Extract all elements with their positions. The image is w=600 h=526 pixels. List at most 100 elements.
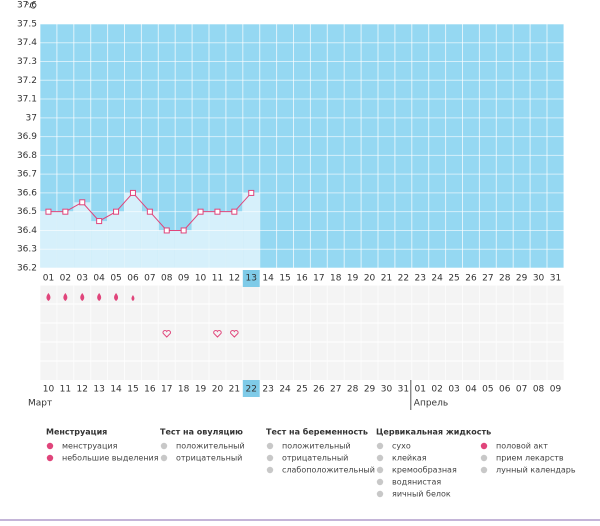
date-label: 24 xyxy=(279,385,291,395)
date-label: 12 xyxy=(77,385,88,395)
point xyxy=(146,208,153,215)
bar xyxy=(209,211,226,268)
y-tick-label: 36.6 xyxy=(17,188,37,198)
x-tick-label: 10 xyxy=(195,274,207,284)
legend-title: Цервикальная жидкость xyxy=(376,428,491,437)
date-label: 16 xyxy=(144,385,156,395)
bar xyxy=(40,211,57,268)
menstruation-icon xyxy=(46,293,51,301)
y-tick-label: 37.4 xyxy=(17,38,37,48)
legend-item: отрицательный xyxy=(176,454,242,463)
x-tick-label: 23 xyxy=(415,274,426,284)
date-label: 19 xyxy=(195,385,207,395)
legend-icon xyxy=(160,454,168,462)
x-tick-label: 17 xyxy=(313,274,324,284)
month-label: Март xyxy=(28,399,52,409)
heart-icon xyxy=(230,330,239,338)
date-label: 25 xyxy=(296,385,307,395)
legend-icon xyxy=(376,466,384,474)
legend-item: кремообразная xyxy=(392,466,457,475)
bar xyxy=(91,221,108,268)
x-tick-label: 09 xyxy=(178,274,190,284)
x-tick-label: 18 xyxy=(330,274,342,284)
legend-item: положительный xyxy=(176,442,245,451)
x-tick-label: 04 xyxy=(93,274,105,284)
point xyxy=(231,208,238,215)
legend-icon xyxy=(480,454,488,462)
legend-icon xyxy=(376,442,384,450)
y-tick-label: 37.5 xyxy=(17,19,37,29)
legend-item: лунный календарь xyxy=(496,466,576,475)
date-label: 10 xyxy=(43,385,55,395)
unit-label: °C xyxy=(25,2,36,12)
x-tick-label: 25 xyxy=(448,274,459,284)
x-tick-label: 12 xyxy=(229,274,240,284)
spotting-icon xyxy=(131,295,135,301)
date-label: 22 xyxy=(246,385,257,395)
legend-item: прием лекарств xyxy=(496,454,564,463)
legend-icon xyxy=(46,442,54,450)
date-label: 14 xyxy=(110,385,122,395)
y-tick-label: 36.5 xyxy=(17,207,37,217)
y-tick-label: 36.3 xyxy=(17,245,37,255)
x-tick-label: 29 xyxy=(516,274,528,284)
month-label: Апрель xyxy=(414,399,448,409)
date-label: 02 xyxy=(431,385,442,395)
point xyxy=(45,208,52,215)
x-tick-label: 19 xyxy=(347,274,359,284)
x-tick-label: 24 xyxy=(431,274,443,284)
x-tick-label: 31 xyxy=(550,274,561,284)
date-label: 23 xyxy=(262,385,273,395)
y-tick-label: 37.3 xyxy=(17,57,37,67)
x-tick-label: 06 xyxy=(127,274,139,284)
bar xyxy=(141,211,158,268)
legend-item: положительный xyxy=(282,442,351,451)
date-label: 26 xyxy=(313,385,325,395)
heart-icon xyxy=(213,330,222,338)
legend-title: Менструация xyxy=(46,428,107,437)
y-tick-label: 36.7 xyxy=(17,170,37,180)
x-tick-label: 14 xyxy=(262,274,274,284)
point xyxy=(214,208,221,215)
symbol-area xyxy=(40,285,564,380)
x-tick-label: 20 xyxy=(364,274,376,284)
legend-item: менструация xyxy=(62,442,118,451)
date-label: 17 xyxy=(161,385,172,395)
point xyxy=(197,208,204,215)
x-tick-label: 22 xyxy=(398,274,409,284)
bar xyxy=(74,202,91,268)
x-tick-label: 21 xyxy=(381,274,392,284)
y-tick-label: 37.6 xyxy=(17,1,37,11)
x-tick-label: 03 xyxy=(77,274,88,284)
bar xyxy=(57,211,74,268)
y-tick-label: 37.1 xyxy=(17,95,37,105)
x-tick-label: 28 xyxy=(499,274,511,284)
x-tick-label: 11 xyxy=(212,274,223,284)
legend-item: клейкая xyxy=(392,454,427,463)
date-label: 01 xyxy=(415,385,426,395)
legend-icon xyxy=(376,490,384,498)
point xyxy=(113,208,120,215)
date-label: 28 xyxy=(347,385,359,395)
legend-item: отрицательный xyxy=(282,454,348,463)
date-label: 04 xyxy=(465,385,477,395)
date-label: 27 xyxy=(330,385,341,395)
menstruation-icon xyxy=(63,293,68,301)
legend-item: половой акт xyxy=(496,442,548,451)
point xyxy=(248,189,255,196)
heart-icon xyxy=(162,330,171,338)
y-tick-label: 36.2 xyxy=(17,264,37,274)
legend-icon xyxy=(266,454,274,462)
point xyxy=(79,199,86,206)
x-tick-label: 13 xyxy=(246,274,257,284)
legend-icon xyxy=(46,454,54,462)
date-label: 15 xyxy=(127,385,138,395)
point xyxy=(129,189,136,196)
legend-title: Тест на овуляцию xyxy=(160,428,243,437)
legend-title: Тест на беременность xyxy=(266,427,368,437)
legend-item: слабоположительный xyxy=(282,466,375,475)
y-tick-label: 36.9 xyxy=(17,132,37,142)
point xyxy=(180,227,187,234)
x-tick-label: 08 xyxy=(161,274,173,284)
